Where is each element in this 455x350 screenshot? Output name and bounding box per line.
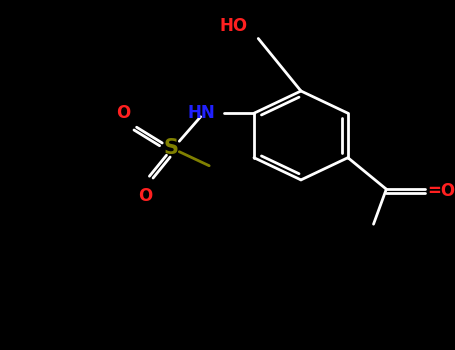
Text: =O: =O xyxy=(427,182,455,200)
Text: O: O xyxy=(116,104,130,122)
Text: S: S xyxy=(163,138,178,158)
Text: O: O xyxy=(138,187,152,205)
Text: HN: HN xyxy=(188,104,216,122)
Text: HO: HO xyxy=(219,17,248,35)
